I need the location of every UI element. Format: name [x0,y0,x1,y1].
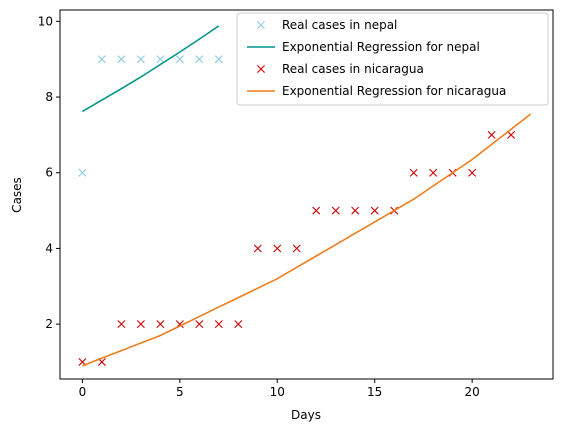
series-line-1 [82,25,220,113]
x-tick-label-2: 10 [270,385,285,399]
series-1 [82,25,220,113]
axis-ticks: 0 5 10 15 20 2 4 6 8 10 [38,14,480,399]
y-axis-label: Cases [10,177,24,213]
x-tick-label-0: 0 [79,385,87,399]
data-point-0-0 [78,168,87,177]
data-point-2-3 [136,320,145,329]
y-tick-label-4: 10 [38,14,53,28]
series-2 [78,130,516,366]
data-point-2-7 [214,320,223,329]
series-line-3 [82,113,532,367]
data-point-2-15 [370,206,379,215]
data-point-2-8 [234,320,243,329]
legend-label-2: Real cases in nicaragua [282,62,424,76]
legend-box [236,12,549,106]
legend-item-0: Real cases in nepal [257,18,397,32]
data-point-2-11 [292,244,301,253]
legend-item-3: Exponential Regression for nicaragua [247,84,506,98]
data-point-2-6 [195,320,204,329]
legend-item-2: Real cases in nicaragua [257,62,424,76]
y-tick-label-2: 6 [45,166,53,180]
x-tick-label-4: 20 [464,385,479,399]
y-tick-label-1: 4 [45,241,53,255]
data-point-0-4 [156,55,165,64]
legend-swatch-2 [257,65,265,73]
data-point-0-5 [175,55,184,64]
data-point-0-7 [214,55,223,64]
data-point-2-20 [468,168,477,177]
legend-label-3: Exponential Regression for nicaragua [282,84,506,98]
data-point-0-3 [136,55,145,64]
x-tick-label-3: 15 [367,385,382,399]
data-point-2-10 [273,244,282,253]
legend-item-1: Exponential Regression for nepal [247,40,480,54]
data-point-2-22 [507,130,516,139]
legend-swatch-0 [257,21,265,29]
data-point-2-21 [487,130,496,139]
data-point-2-4 [156,320,165,329]
series-0 [78,55,223,177]
x-axis-label: Days [291,408,321,422]
plot-area [78,25,532,367]
data-point-2-17 [409,168,418,177]
legend-label-0: Real cases in nepal [282,18,397,32]
legend: Real cases in nepal Exponential Regressio… [236,12,549,106]
axes-frame [59,9,554,380]
data-point-0-1 [97,55,106,64]
legend-label-1: Exponential Regression for nepal [282,40,480,54]
data-point-2-13 [331,206,340,215]
data-point-0-6 [195,55,204,64]
series-3 [82,113,532,367]
x-tick-label-1: 5 [176,385,184,399]
data-point-2-9 [253,244,262,253]
data-point-2-18 [429,168,438,177]
y-tick-label-0: 2 [45,317,53,331]
data-point-2-14 [351,206,360,215]
data-point-2-2 [117,320,126,329]
y-tick-label-3: 8 [45,90,53,104]
data-point-0-2 [117,55,126,64]
data-point-2-12 [312,206,321,215]
